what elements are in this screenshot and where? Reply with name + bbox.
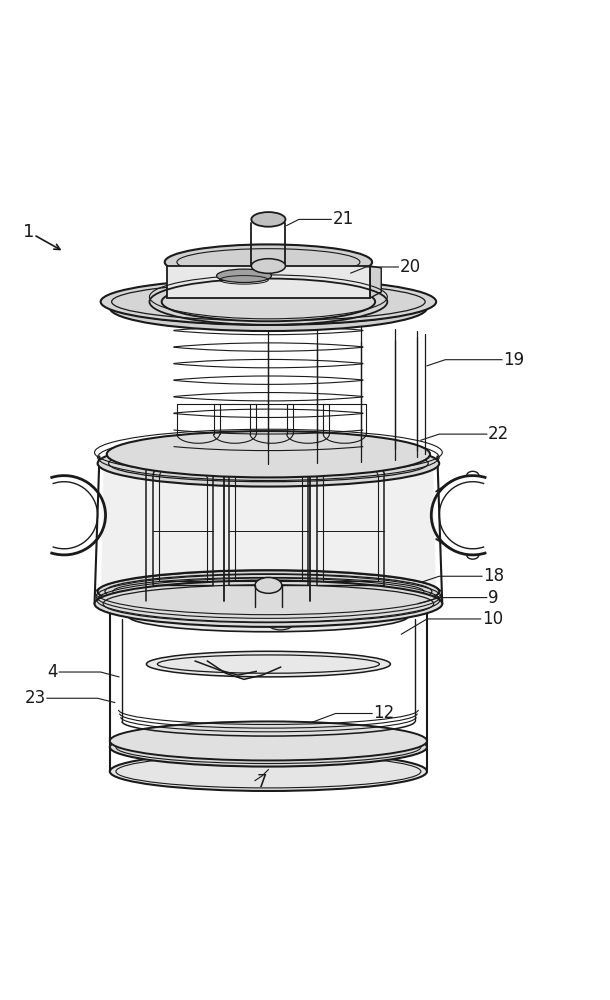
Ellipse shape xyxy=(267,615,294,630)
Text: 1: 1 xyxy=(23,223,35,241)
Text: 9: 9 xyxy=(488,589,498,607)
Ellipse shape xyxy=(110,728,427,767)
Polygon shape xyxy=(101,463,436,604)
Ellipse shape xyxy=(95,581,442,627)
Ellipse shape xyxy=(146,651,390,677)
Ellipse shape xyxy=(251,259,285,273)
Ellipse shape xyxy=(110,721,427,760)
Polygon shape xyxy=(370,266,381,298)
Text: 18: 18 xyxy=(483,567,504,585)
Text: 7: 7 xyxy=(256,773,267,791)
Ellipse shape xyxy=(110,285,427,331)
Ellipse shape xyxy=(98,440,439,487)
Ellipse shape xyxy=(255,577,282,593)
Text: 22: 22 xyxy=(488,425,509,443)
Ellipse shape xyxy=(107,431,430,477)
Ellipse shape xyxy=(128,600,409,632)
Ellipse shape xyxy=(217,269,271,283)
Text: 20: 20 xyxy=(400,258,421,276)
Text: 10: 10 xyxy=(482,610,503,628)
Ellipse shape xyxy=(98,570,439,613)
Ellipse shape xyxy=(165,244,372,280)
Polygon shape xyxy=(167,266,370,298)
Text: 12: 12 xyxy=(373,704,395,722)
Text: 4: 4 xyxy=(48,663,58,681)
Ellipse shape xyxy=(251,212,285,227)
Ellipse shape xyxy=(162,282,375,321)
Text: 19: 19 xyxy=(503,351,525,369)
Text: 21: 21 xyxy=(332,210,354,228)
Text: 23: 23 xyxy=(24,689,46,707)
Ellipse shape xyxy=(110,752,427,791)
Ellipse shape xyxy=(101,279,436,325)
